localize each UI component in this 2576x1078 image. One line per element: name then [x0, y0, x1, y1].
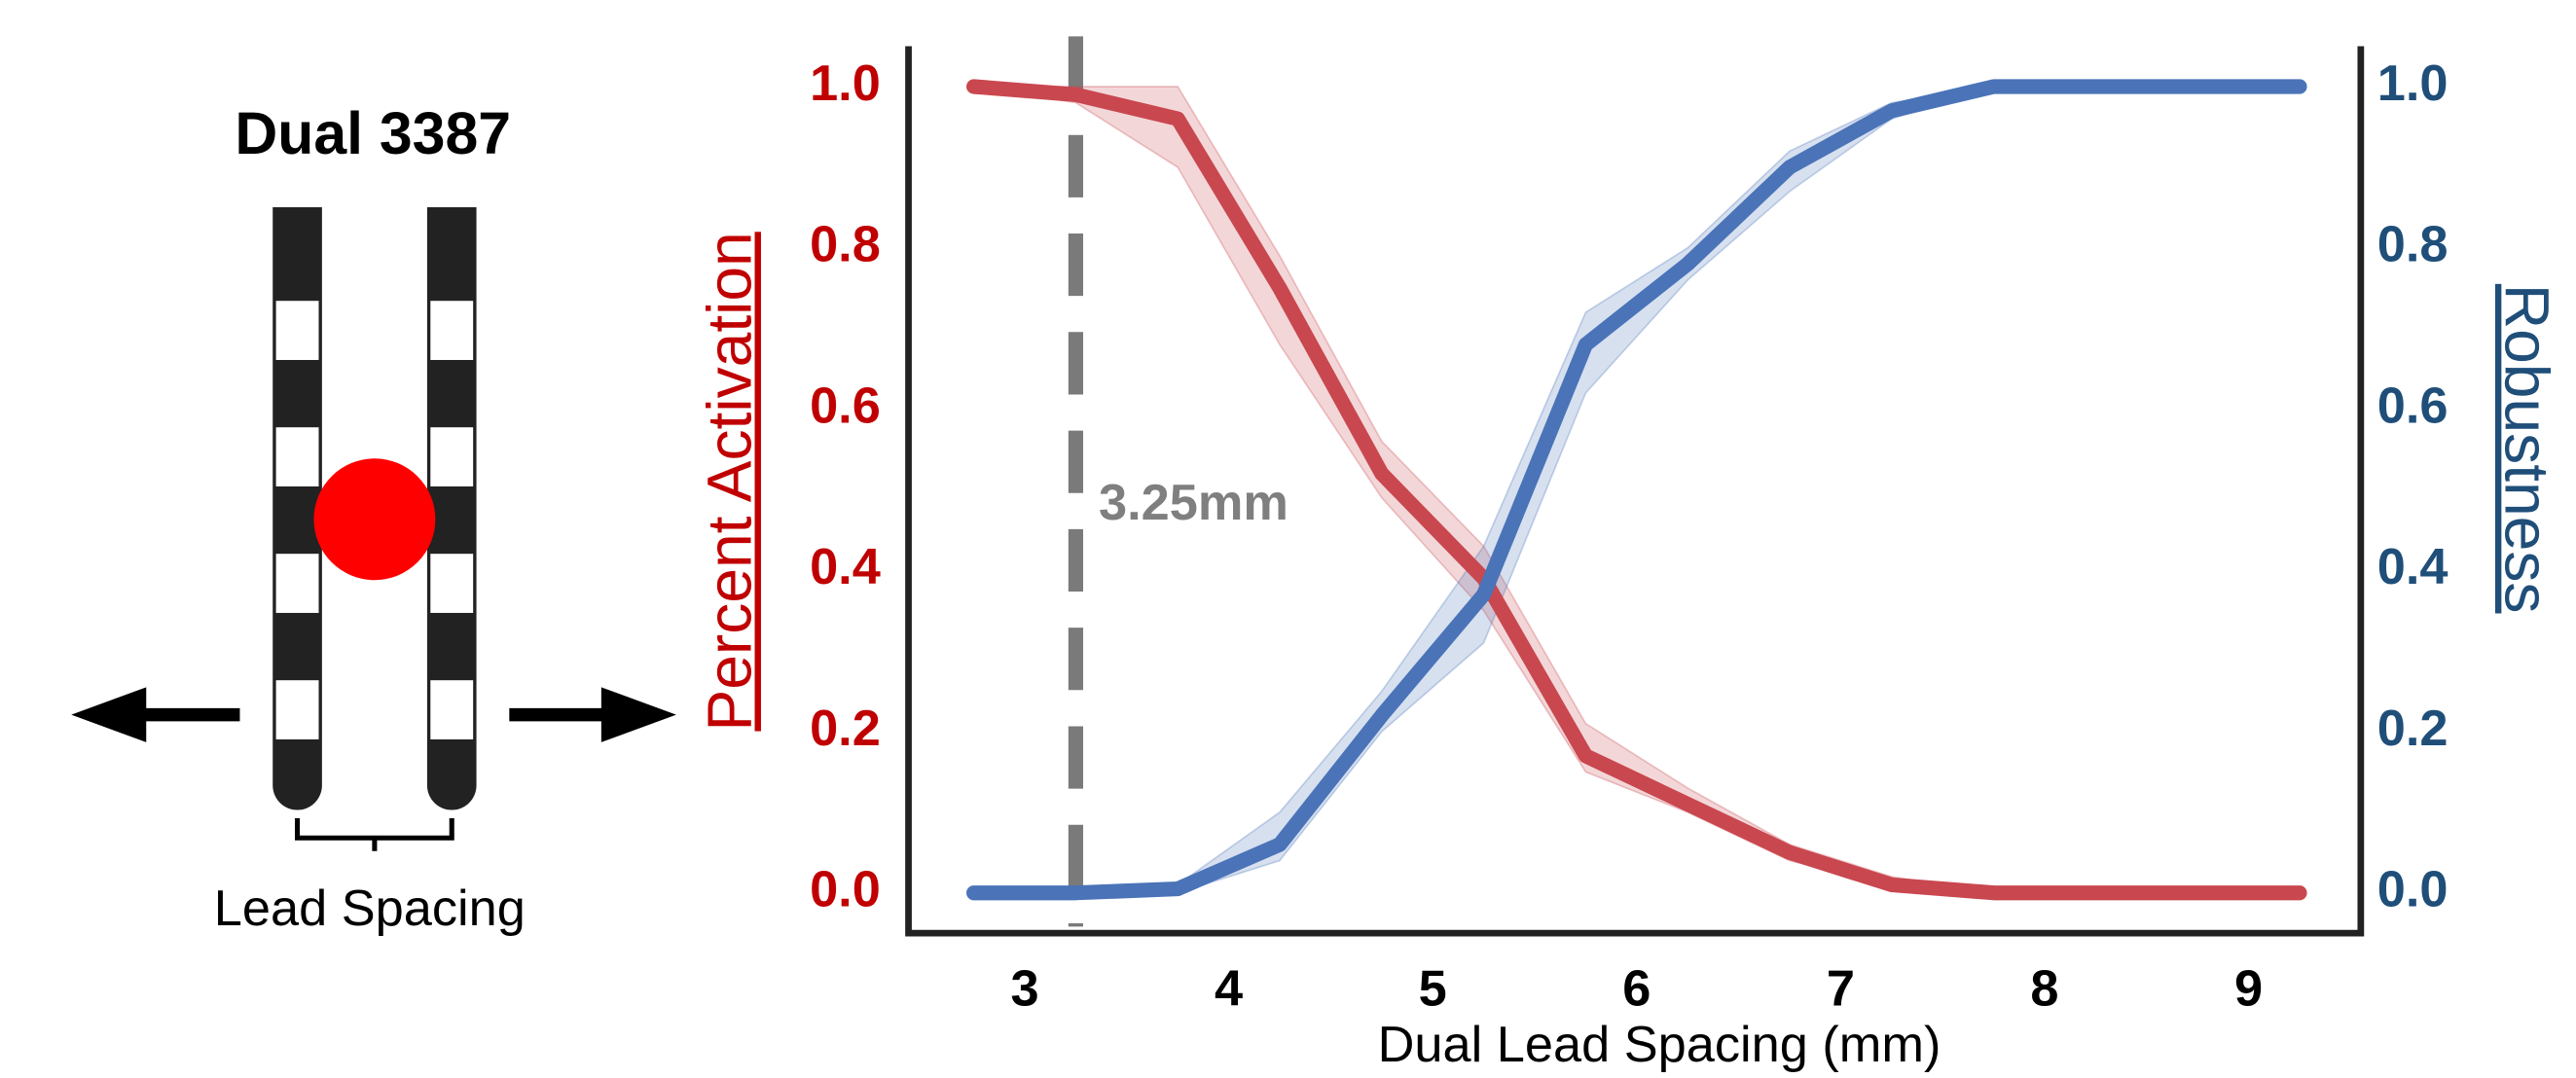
- y-tick-label: 0.0: [810, 862, 881, 918]
- confidence-band: [973, 86, 2300, 894]
- y-tick-label: 0.4: [810, 539, 881, 595]
- y-tick-label: 0.2: [810, 701, 881, 757]
- x-tick-label: 7: [1827, 961, 1855, 1018]
- x-tick-label: 9: [2234, 961, 2263, 1018]
- y2-tick-label: 0.8: [2377, 217, 2449, 273]
- y-tick-label: 0.8: [810, 217, 881, 273]
- y2-tick-label: 0.2: [2377, 701, 2449, 757]
- y-tick-label: 0.6: [810, 377, 881, 434]
- chart: 3 4 5 6 7 8 9 0.0 0.2 0.4 0.6 0.8 1.0 0.0 0.2 0.4 0.6 0.8…: [695, 36, 2561, 1073]
- x-tick-label: 5: [1419, 961, 1447, 1018]
- y-tick-label: 1.0: [810, 55, 881, 112]
- y2-tick-label: 0.0: [2377, 862, 2449, 918]
- reference-label: 3.25mm: [1099, 475, 1288, 531]
- line-series: [966, 79, 2307, 901]
- arrow-left: [71, 687, 240, 742]
- spacing-bracket: [295, 817, 454, 851]
- confidence-band: [973, 86, 2300, 894]
- y2-tick-label: 1.0: [2377, 55, 2449, 112]
- lead-right: [426, 206, 477, 810]
- x-tick-label: 8: [2030, 961, 2058, 1018]
- arrow-right: [509, 687, 676, 742]
- x-tick-label: 4: [1215, 961, 1243, 1018]
- lead-left: [272, 206, 322, 810]
- y2-tick-label: 0.4: [2377, 539, 2449, 595]
- lead-diagram: Dual 3387 Lead Spacing: [71, 100, 676, 937]
- x-tick-label: 6: [1622, 961, 1651, 1018]
- y-axis-label: Percent Activation: [695, 232, 765, 731]
- y2-tick-label: 0.6: [2377, 377, 2449, 434]
- diagram-label: Lead Spacing: [214, 880, 526, 937]
- y2-axis-label: Robustness: [2491, 284, 2561, 614]
- line-series: [966, 79, 2307, 901]
- target: [313, 458, 436, 581]
- x-axis-label: Dual Lead Spacing (mm): [1378, 1017, 1941, 1073]
- diagram-title: Dual 3387: [235, 100, 511, 166]
- x-tick-label: 3: [1010, 961, 1038, 1018]
- axis-frame: [905, 46, 2365, 937]
